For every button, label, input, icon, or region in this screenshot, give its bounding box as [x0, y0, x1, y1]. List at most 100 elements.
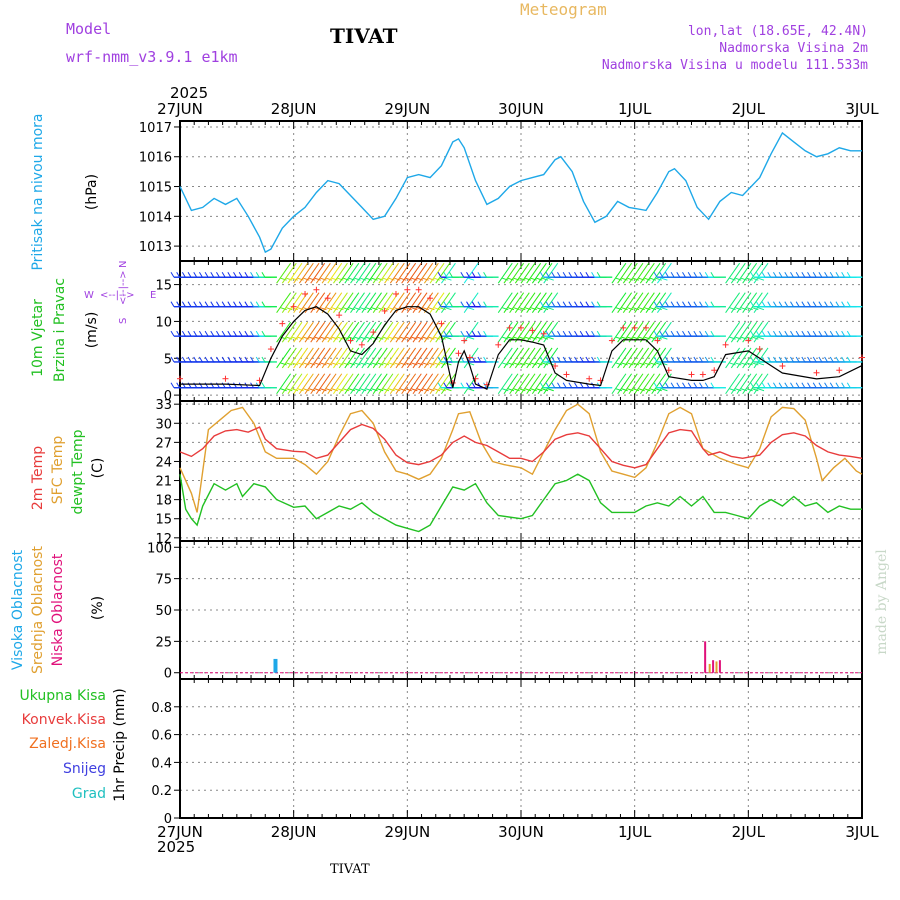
wind-barb — [736, 373, 752, 395]
wind-barb — [377, 307, 384, 311]
wind-barb — [310, 292, 326, 313]
wind-barb — [463, 321, 479, 343]
wind-barb — [503, 262, 519, 284]
wind-barb — [622, 373, 638, 395]
wind-barb — [384, 373, 400, 395]
y-tick-label: 0 — [164, 667, 172, 682]
wind-barb — [846, 271, 851, 278]
wind-barb — [693, 330, 698, 337]
wind-barb — [520, 292, 536, 313]
wind-barb — [704, 356, 709, 363]
wind-barb — [221, 271, 226, 278]
wind-barb — [579, 330, 584, 337]
wind-barb — [221, 356, 226, 363]
wind-barb — [338, 373, 354, 395]
wind-barb — [740, 336, 748, 340]
wind-barb — [651, 292, 667, 313]
wind-barb — [350, 321, 365, 343]
wind-barb — [530, 307, 537, 311]
wind-barb — [187, 271, 192, 278]
wind-barb — [818, 271, 823, 278]
wind-barb — [541, 277, 549, 281]
wind-barb — [344, 262, 360, 284]
wind-barb — [757, 336, 765, 340]
date-label-bottom: 29JUN — [384, 823, 430, 841]
wind-barb — [280, 277, 287, 281]
wind-barb — [757, 307, 765, 311]
wind-barb — [337, 362, 344, 366]
wind-barb — [568, 301, 573, 307]
wind-barb — [551, 330, 556, 337]
wind-barb — [750, 382, 755, 388]
panel-4: 0 0.2 0.4 0.6 0.8 — [151, 678, 863, 827]
wind-barb — [286, 388, 293, 392]
y-tick-label: 15 — [155, 513, 172, 528]
wind-barb — [557, 330, 561, 337]
wind-barb — [524, 388, 532, 392]
wind-barb — [514, 292, 530, 313]
date-label-top: 2JUL — [732, 100, 766, 118]
wind-barb — [286, 362, 293, 366]
wind-barb — [389, 321, 405, 343]
wind-barb — [394, 336, 401, 340]
wind-barb — [325, 362, 333, 366]
wind-barb — [411, 362, 418, 366]
wind-barb — [574, 271, 578, 278]
wind-barb — [682, 301, 686, 307]
wind-barb — [725, 373, 741, 395]
wind-barb — [693, 382, 698, 388]
wind-barb — [541, 307, 549, 311]
wind-barb — [835, 382, 840, 388]
wind-barb — [287, 321, 303, 343]
wind-barb — [429, 292, 445, 313]
wind-barb — [463, 262, 479, 284]
wind-barb — [656, 292, 672, 313]
wind-barb — [291, 362, 299, 366]
wind-barb — [314, 388, 321, 392]
wind-barb — [291, 336, 299, 340]
wind-barb — [547, 388, 554, 392]
wind-barb — [514, 262, 530, 284]
wind-barb — [634, 373, 650, 395]
wind-barb — [773, 356, 777, 363]
wind-barb — [382, 388, 390, 392]
wind-barb — [261, 356, 266, 363]
wind-barb — [543, 373, 559, 395]
y-tick-label: 10 — [155, 315, 172, 330]
wind-barb — [367, 262, 382, 284]
wind-barb — [298, 321, 314, 343]
wind-barb — [638, 277, 645, 281]
wind-barb — [645, 321, 661, 343]
wind-barb — [443, 271, 448, 278]
wind-barb — [502, 362, 509, 366]
wind-barb — [360, 362, 367, 366]
wind-barb — [361, 262, 377, 284]
wind-barb — [761, 301, 766, 307]
wind-barb — [497, 321, 513, 343]
credit-watermark: made by Angel — [874, 549, 890, 655]
wind-barb — [755, 382, 760, 388]
wind-barbs — [170, 262, 865, 395]
wind-barb — [348, 277, 355, 281]
wind-barb — [725, 262, 741, 284]
wind-barb — [435, 373, 451, 395]
wind-barb — [659, 330, 664, 337]
wind-barb — [596, 356, 601, 363]
wind-barb — [477, 301, 482, 307]
wind-barb — [729, 307, 736, 311]
wind-barb — [276, 321, 292, 343]
wind-barb — [661, 388, 668, 392]
wind-barb — [651, 347, 667, 369]
wind-barb — [325, 336, 333, 340]
cloud-bar — [712, 660, 715, 673]
year-bottom: 2025 — [157, 838, 196, 856]
wind-barb — [530, 388, 537, 392]
wind-barb — [401, 321, 417, 343]
wind-barb — [483, 330, 488, 337]
wind-barb — [536, 362, 543, 366]
wind-barb — [644, 307, 651, 311]
wind-speed-line — [180, 306, 863, 391]
wind-barb — [730, 321, 746, 343]
wind-barb — [615, 277, 623, 281]
year-top: 2025 — [170, 84, 209, 102]
